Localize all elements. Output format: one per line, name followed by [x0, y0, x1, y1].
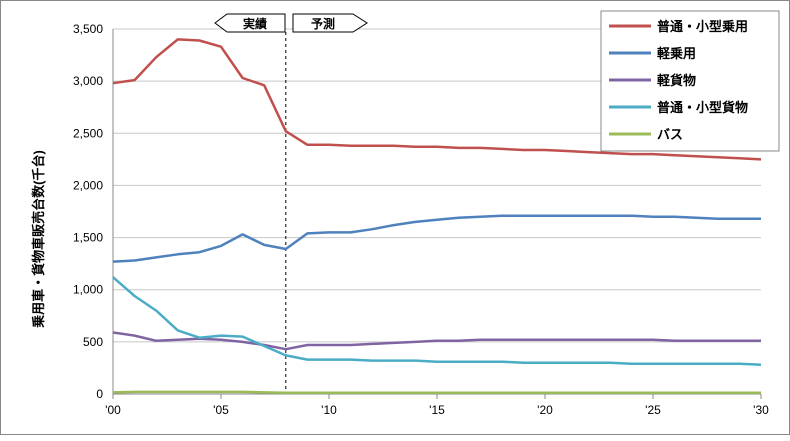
series-line [112, 331, 761, 351]
y-tick-label: 0 [96, 387, 103, 401]
y-tick-label: 1,500 [73, 231, 103, 245]
y-axis-label: 乗用車・貨物車販売台数(千台) [31, 150, 46, 329]
x-tick-label: '05 [213, 403, 229, 417]
x-tick-label: '25 [645, 403, 661, 417]
y-tick-label: 500 [83, 335, 103, 349]
y-tick-label: 2,500 [73, 126, 103, 140]
actual-arrow-shape [214, 13, 286, 33]
x-tick-label: '10 [321, 403, 337, 417]
x-tick-labels: '00 '05 '10 '15 '20 '25 '30 [105, 403, 769, 417]
legend-label: 軽乗用 [657, 46, 696, 61]
y-tick-label: 1,000 [73, 283, 103, 297]
legend-label: 軽貨物 [657, 73, 696, 88]
legend-label: バス [657, 127, 683, 142]
forecast-arrow-shape [292, 13, 368, 33]
x-tick-label: '20 [537, 403, 553, 417]
x-tick-label: '30 [753, 403, 769, 417]
legend-label: 普通・小型乗用 [657, 19, 748, 34]
y-tick-label: 2,000 [73, 178, 103, 192]
forecast-label: 予測 [311, 16, 335, 31]
x-tick-label: '15 [429, 403, 445, 417]
series-lines [112, 38, 762, 394]
series-line [112, 276, 762, 367]
series-line [112, 214, 761, 263]
y-tick-label: 3,500 [73, 22, 103, 36]
y-tick-label: 3,000 [73, 74, 103, 88]
legend-label: 普通・小型貨物 [657, 100, 748, 115]
gridlines [113, 28, 761, 343]
x-tick-label: '00 [105, 403, 121, 417]
actual-label: 実績 [243, 16, 267, 31]
series-line [112, 38, 762, 161]
period-annotations: 実績 予測 [214, 13, 368, 33]
y-tick-labels: 0 500 1,000 1,500 2,000 2,500 3,000 3,500 [73, 22, 103, 401]
series-line [112, 390, 761, 394]
